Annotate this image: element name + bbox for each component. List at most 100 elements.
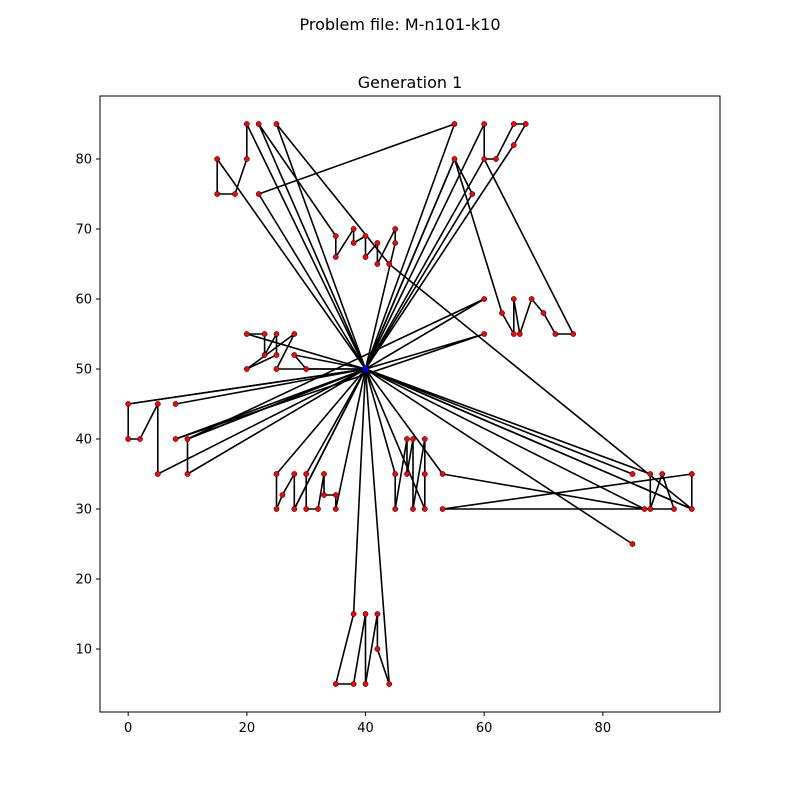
customer-point-53 [154,471,161,477]
customer-point-47 [291,352,298,358]
route-10 [246,333,366,370]
customer-point-45 [273,366,280,372]
customer-point-84 [647,506,654,512]
customer-point-7 [273,121,280,127]
customer-point-28 [469,191,476,197]
x-tick-label: 80 [595,721,612,736]
customer-point-58 [273,471,280,477]
customer-point-66 [321,471,327,477]
customer-point-94 [362,681,369,687]
customer-point-8 [255,191,262,197]
customer-point-86 [671,506,677,512]
customer-point-51 [137,436,143,442]
route-14 [186,368,366,475]
customer-point-72 [404,436,410,442]
customers-layer [125,121,695,687]
plot-area [125,121,695,687]
customer-point-67 [321,492,327,498]
customer-point-60 [279,492,286,498]
customer-point-9 [332,233,339,239]
customer-point-30 [481,331,488,337]
customer-point-87 [688,471,695,477]
customer-point-39 [243,331,250,337]
route-18 [364,368,646,510]
x-tick-label: 40 [357,721,374,736]
customer-point-65 [315,506,321,512]
customer-point-69 [332,506,339,512]
customer-point-73 [404,471,410,477]
route-5 [364,123,527,370]
customer-point-79 [439,471,446,477]
customer-point-11 [350,226,357,232]
customer-point-48 [303,366,310,372]
customer-point-33 [510,331,517,337]
customer-point-35 [528,296,535,302]
customer-point-46 [291,331,298,337]
customer-point-88 [688,506,695,512]
customer-point-64 [303,506,310,512]
customer-point-2 [214,191,221,197]
customer-point-10 [332,254,339,260]
customer-point-70 [392,471,399,477]
customer-point-52 [154,401,161,407]
customer-point-82 [641,506,648,512]
customer-point-22 [481,156,488,162]
customer-point-40 [243,366,250,372]
customer-point-44 [273,352,280,358]
chart-title: Generation 1 [358,73,463,92]
customer-point-20 [451,121,458,127]
y-tick-label: 30 [75,503,92,518]
customer-point-85 [659,471,666,477]
route-7 [364,158,575,370]
depot-point [362,365,369,373]
x-tick-label: 0 [124,721,132,736]
customer-point-19 [386,261,393,267]
customer-point-38 [570,331,577,337]
customer-point-56 [184,436,191,442]
x-tick-label: 20 [239,721,256,736]
customer-point-34 [516,331,523,337]
customer-point-74 [410,436,416,442]
y-tick-label: 60 [75,293,92,308]
customer-point-27 [451,156,458,162]
customer-point-43 [273,331,280,337]
customer-point-3 [232,191,238,197]
customer-point-41 [261,331,268,337]
customer-point-78 [421,506,428,512]
customer-point-25 [522,121,529,127]
customer-point-75 [410,506,416,512]
axes-frame [99,95,721,713]
customer-point-54 [172,401,179,407]
customer-point-83 [647,471,654,477]
x-tick-label: 60 [476,721,493,736]
customer-point-37 [552,331,559,337]
customer-point-23 [493,156,499,162]
y-tick-label: 50 [75,363,92,378]
customer-point-14 [362,254,369,260]
route-11 [293,354,366,370]
customer-point-76 [421,436,428,442]
customer-point-6 [255,121,262,127]
customer-point-18 [392,240,399,246]
customer-point-55 [172,436,179,442]
y-tick-label: 40 [75,433,92,448]
y-tick-label: 10 [75,643,92,658]
customer-point-26 [510,142,517,148]
customer-point-68 [332,492,339,498]
customer-point-36 [540,310,547,316]
customer-point-5 [243,121,250,127]
customer-point-63 [303,471,310,477]
customer-point-93 [362,611,369,617]
customer-point-49 [125,401,132,407]
customer-point-31 [499,310,505,316]
y-tick-label: 80 [75,153,92,168]
customer-point-32 [510,296,517,302]
customer-point-42 [261,352,268,358]
customer-point-77 [421,471,428,477]
customer-point-92 [350,681,357,687]
customer-point-21 [481,121,488,127]
customer-point-71 [392,506,399,512]
figure-suptitle: Problem file: M-n101-k10 [300,15,501,34]
